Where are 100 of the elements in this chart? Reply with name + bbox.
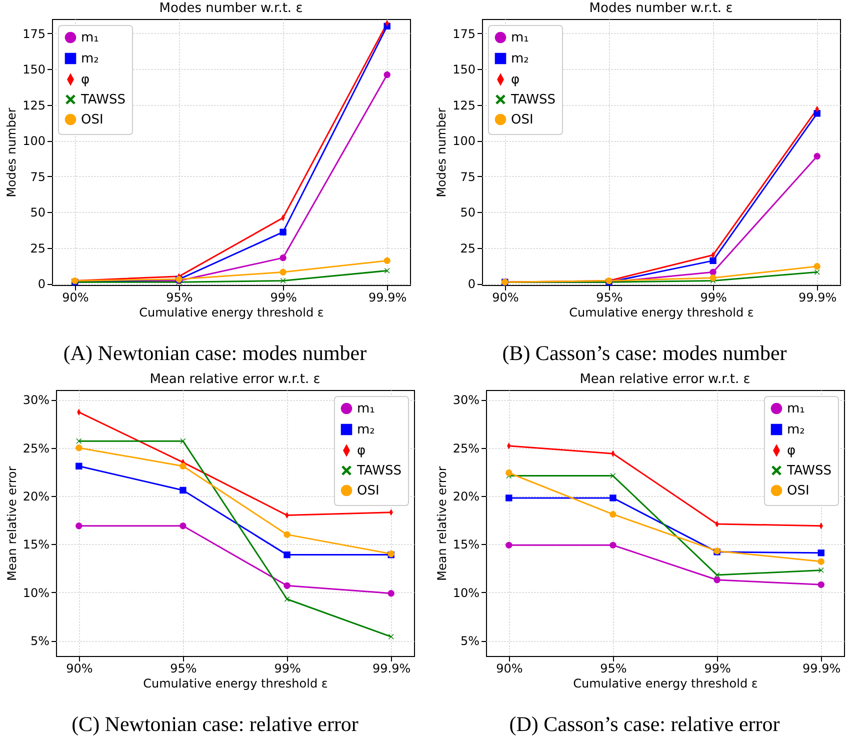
legend-label: TAWSS — [80, 92, 126, 108]
x-tick-label: 90% — [66, 662, 93, 676]
point — [180, 522, 186, 530]
point — [280, 278, 286, 284]
y-tick-label: 5% — [30, 634, 50, 648]
point — [280, 228, 286, 236]
point — [284, 582, 290, 589]
x-tick-label: 95% — [600, 662, 627, 676]
y-tick-label: 5% — [460, 634, 480, 648]
y-tick-label: 15% — [22, 538, 50, 552]
point — [284, 531, 290, 538]
y-tick-label: 100 — [22, 134, 46, 148]
x-tick-label: 99.9% — [368, 290, 407, 304]
y-tick-label: 25 — [460, 241, 476, 256]
y-axis-title: Mean relative error — [434, 466, 449, 581]
y-tick-label: 50 — [30, 206, 46, 220]
point — [180, 438, 186, 444]
x-tick-label: 99.9% — [798, 290, 837, 304]
y-tick-label: 10% — [452, 586, 480, 600]
point — [506, 494, 512, 502]
legend-label: TAWSS — [786, 464, 832, 478]
x-tick-label: 95% — [596, 290, 623, 304]
legend-label: m₂ — [81, 52, 99, 66]
point — [76, 444, 82, 452]
y-tick-label: 150 — [452, 62, 476, 77]
y-tick-label: 175 — [22, 26, 46, 41]
y-tick-label: 15% — [452, 538, 480, 552]
y-axis-title: Modes number — [434, 108, 449, 198]
y-tick-label: 0 — [468, 277, 476, 292]
point — [284, 596, 290, 602]
point — [506, 542, 512, 549]
point — [384, 268, 390, 274]
legend-label: m₂ — [787, 422, 805, 438]
point — [610, 542, 616, 549]
legend-label: OSI — [511, 112, 534, 128]
point — [76, 438, 82, 444]
legend-label: OSI — [357, 484, 380, 498]
y-tick-label: 125 — [22, 98, 46, 112]
y-tick-label: 75 — [30, 170, 46, 184]
x-tick-label: 99% — [704, 662, 731, 676]
point — [388, 590, 394, 597]
y-tick-label: 0 — [38, 277, 46, 292]
chart-title: Modes number w.r.t. ε — [159, 1, 303, 16]
legend-label: φ — [511, 72, 520, 88]
y-axis-title: Mean relative error — [4, 466, 19, 581]
point — [818, 568, 824, 573]
point — [818, 558, 824, 565]
y-tick-label: 10% — [22, 586, 50, 600]
point — [284, 551, 290, 558]
point — [714, 576, 720, 584]
legend-label: m₁ — [81, 30, 99, 46]
point — [710, 274, 716, 282]
point — [280, 268, 286, 276]
y-tick-label: 30% — [452, 393, 480, 408]
point — [280, 254, 286, 262]
point — [384, 71, 390, 78]
y-tick-label: 20% — [452, 490, 480, 504]
point — [814, 152, 820, 160]
point — [180, 462, 186, 470]
x-axis-title: Cumulative energy threshold ε — [143, 676, 328, 690]
point — [506, 470, 512, 476]
legend-label: φ — [81, 72, 90, 88]
point — [180, 486, 186, 494]
point — [818, 550, 824, 556]
point — [388, 634, 394, 640]
x-tick-label: 99% — [270, 290, 297, 304]
x-tick-label: 99.9% — [802, 662, 841, 676]
legend-label: OSI — [787, 484, 810, 498]
y-tick-label: 20% — [22, 490, 50, 504]
legend-label: m₂ — [357, 422, 375, 438]
x-axis-title: Cumulative energy threshold ε — [573, 676, 758, 690]
y-tick-label: 50 — [460, 206, 476, 220]
x-tick-label: 99% — [700, 290, 727, 304]
legend-label: OSI — [81, 112, 104, 128]
y-tick-label: 100 — [452, 134, 476, 148]
point — [610, 510, 616, 518]
point — [814, 263, 820, 270]
legend-label: m₁ — [787, 402, 805, 416]
chart-title: Mean relative error w.r.t. ε — [580, 372, 750, 387]
y-tick-label: 25% — [452, 441, 480, 456]
point — [610, 473, 616, 478]
point — [714, 572, 720, 578]
text: (D) Casson’s case: relative error — [508, 712, 781, 737]
point — [818, 581, 824, 588]
x-axis-title: Cumulative energy threshold ε — [139, 306, 324, 320]
y-tick-label: 25 — [30, 241, 46, 256]
x-tick-label: 99.9% — [372, 662, 411, 676]
x-tick-label: 95% — [170, 662, 197, 676]
point — [384, 257, 390, 264]
y-tick-label: 25% — [22, 441, 50, 456]
text: (C) Newtonian case: relative error — [70, 712, 360, 737]
legend-label: m₂ — [511, 52, 529, 66]
x-tick-label: 99% — [274, 662, 301, 676]
x-tick-label: 95% — [166, 290, 193, 304]
legend-label: m₁ — [511, 30, 529, 46]
text: (B) Casson’s case: modes number — [501, 341, 788, 366]
point — [710, 268, 716, 276]
x-tick-label: 90% — [492, 290, 519, 304]
legend-label: φ — [357, 444, 366, 458]
chart-title: Modes number w.r.t. ε — [589, 1, 733, 16]
